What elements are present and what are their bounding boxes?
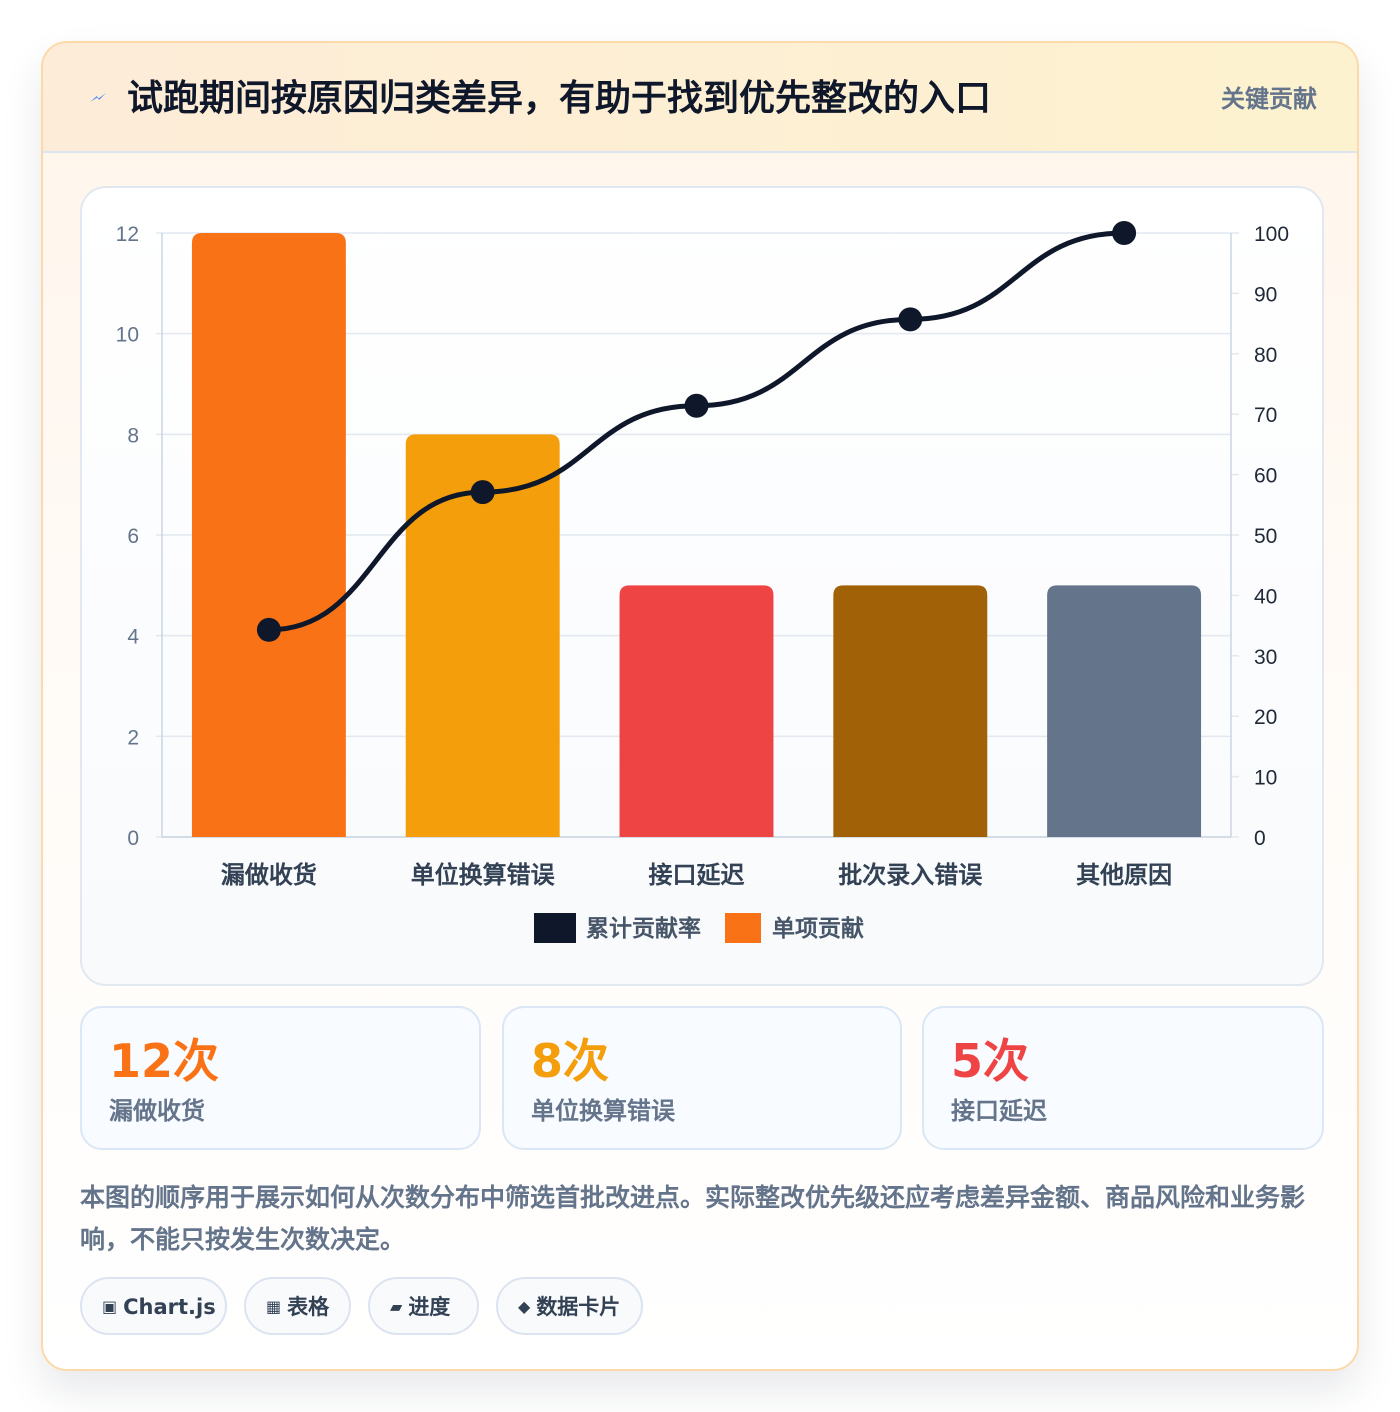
y-tick-label: 0 [127,827,139,850]
report-card: 试跑期间按原因归类差异，有助于找到优先整改的入口 关键贡献 0 2 4 6 8 10 12 0… [41,41,1359,1371]
bar [405,434,560,837]
progress-icon: ▰ [390,1297,403,1316]
y-tick-label: 6 [127,525,139,548]
y2-tick-label: 50 [1254,525,1277,548]
x-tick-label: 单位换算错误 [411,861,556,889]
y2-tick-label: 20 [1254,706,1277,729]
line-point [898,307,923,332]
y2-tick-label: 0 [1254,827,1266,850]
chip-label: Chart.js [123,1295,216,1319]
diamond-icon: ◆ [518,1297,531,1316]
stat-label: 漏做收货 [109,1097,205,1125]
line-point [470,480,495,505]
x-tick-label: 接口延迟 [649,861,745,889]
line-point [1112,221,1137,245]
chip-progress[interactable]: ▰ 进度 [368,1277,479,1335]
card-header: 试跑期间按原因归类差异，有助于找到优先整改的入口 关键贡献 [43,43,1357,153]
chip-data-card[interactable]: ◆ 数据卡片 [496,1277,643,1335]
legend-swatch-cumulative [534,913,576,943]
chip-label: 表格 [287,1295,330,1319]
page-title: 试跑期间按原因归类差异，有助于找到优先整改的入口 [127,78,992,119]
chart-panel: 0 2 4 6 8 10 12 0 10 20 30 40 50 60 70 80 90 100 漏做收货 单位换算错… [80,186,1324,986]
lightning-icon [90,93,106,102]
y-tick-label: 12 [116,223,139,246]
bar [191,233,346,837]
y2-tick-label: 70 [1254,404,1277,427]
bar [833,585,988,837]
stat-card-2: 8次 单位换算错误 [502,1006,902,1150]
chart-icon: ▣ [102,1297,118,1316]
y-tick-label: 10 [116,324,139,347]
y-tick-label: 8 [127,424,139,447]
pareto-chart: 0 2 4 6 8 10 12 0 10 20 30 40 50 60 70 80 90 100 漏做收货 单位换算错… [116,221,1289,943]
stat-label: 单位换算错误 [531,1097,675,1125]
bar [1047,585,1202,837]
x-tick-label: 其他原因 [1076,861,1172,889]
y-tick-label: 4 [127,626,139,649]
chart-note: 本图的顺序用于展示如何从次数分布中筛选首批改进点。实际整改优先级还应考虑差异金额… [80,1183,1306,1254]
stat-card-1: 12次 漏做收货 [80,1006,481,1150]
y2-tick-label: 100 [1254,223,1289,246]
stat-value: 5次 [951,1034,1030,1088]
chip-label: 进度 [408,1295,451,1319]
chip-chartjs[interactable]: ▣ Chart.js [80,1277,227,1335]
y2-tick-label: 80 [1254,344,1277,367]
legend-label-single: 单项贡献 [772,916,864,942]
y-tick-label: 2 [127,726,139,749]
y2-tick-label: 10 [1254,767,1277,790]
line-point [256,617,281,642]
cumulative-line [268,230,1125,633]
stat-value: 8次 [531,1034,610,1088]
header-tag: 关键贡献 [1221,85,1317,113]
stat-value: 12次 [109,1034,220,1088]
legend-swatch-single [725,913,761,943]
chip-table[interactable]: ▦ 表格 [244,1277,351,1335]
chip-label: 数据卡片 [536,1295,621,1319]
stat-card-3: 5次 接口延迟 [922,1006,1324,1150]
y2-tick-label: 30 [1254,646,1277,669]
y2-tick-label: 40 [1254,585,1277,608]
line-point [684,393,709,418]
x-tick-label: 漏做收货 [221,861,317,889]
bar [619,585,774,837]
stat-label: 接口延迟 [951,1097,1047,1125]
y2-tick-label: 90 [1254,283,1277,306]
table-icon: ▦ [266,1297,282,1316]
legend-label-cumulative: 累计贡献率 [586,915,701,942]
x-tick-label: 批次录入错误 [838,861,983,889]
y2-tick-label: 60 [1254,465,1277,488]
